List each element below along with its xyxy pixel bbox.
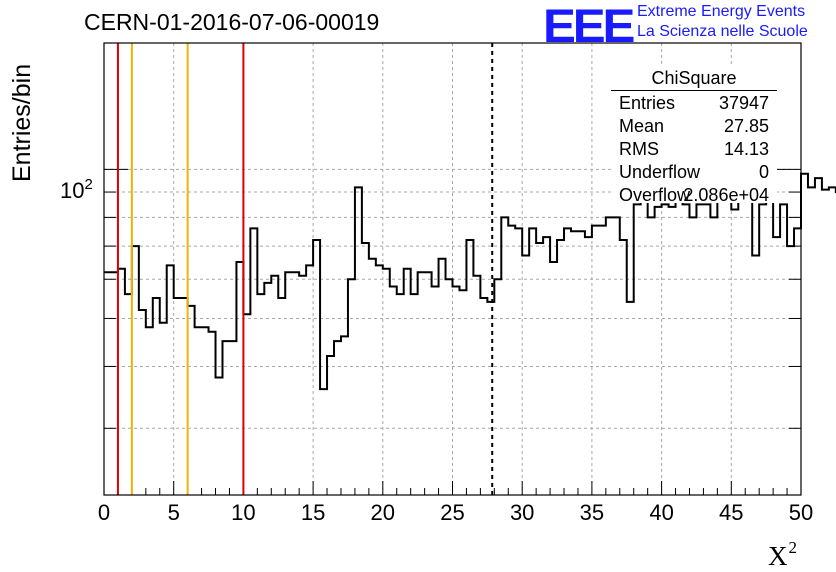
x-tick-label: 30 — [509, 500, 535, 525]
histogram-line — [104, 172, 836, 391]
logo-line-2: La Scienza nelle Scuole — [637, 23, 808, 40]
x-tick-label: 15 — [300, 500, 326, 525]
plot-frame — [103, 42, 802, 496]
stats-value: 27.85 — [723, 116, 769, 136]
stats-label: Underflow — [619, 162, 701, 182]
stats-value: 0 — [758, 162, 769, 182]
x-axis-label: X2 — [768, 538, 797, 571]
eee-logo: EEE — [543, 0, 635, 52]
stats-row-mean: Mean 27.85 — [619, 116, 769, 139]
stats-row-overflow: Overflow 2.086e+04 — [619, 185, 769, 208]
stats-value: 14.13 — [723, 139, 769, 159]
stats-row-underflow: Underflow 0 — [619, 162, 769, 185]
x-tick-label: 40 — [649, 500, 674, 525]
x-tick-label: 20 — [370, 500, 396, 525]
y-axis-label: Entries/bin — [8, 63, 36, 182]
x-tick-label: 50 — [788, 500, 814, 525]
x-tick-label: 25 — [440, 500, 465, 525]
x-tick-label: 0 — [97, 500, 111, 525]
stats-label: Entries — [619, 93, 676, 113]
stats-value: 37947 — [718, 93, 769, 113]
stats-label: RMS — [619, 139, 659, 159]
y-tick-label: 102 — [60, 176, 93, 203]
stats-row-entries: Entries 37947 — [619, 93, 769, 116]
stats-row-rms: RMS 14.13 — [619, 139, 769, 162]
stats-label: Overflow — [619, 185, 691, 205]
logo-line-1: Extreme Energy Events — [637, 3, 806, 20]
x-tick-label: 35 — [579, 500, 605, 525]
stats-value: 2.086e+04 — [683, 185, 769, 205]
x-tick-label: 10 — [231, 500, 256, 525]
stats-title: ChiSquare — [611, 68, 777, 91]
x-tick-label: 45 — [719, 500, 744, 525]
x-tick-label: 5 — [167, 500, 180, 525]
stats-label: Mean — [619, 116, 665, 136]
stats-box: ChiSquare Entries 37947 Mean 27.85 RMS 1… — [611, 66, 777, 205]
chart-title: CERN-01-2016-07-06-00019 — [84, 9, 380, 35]
